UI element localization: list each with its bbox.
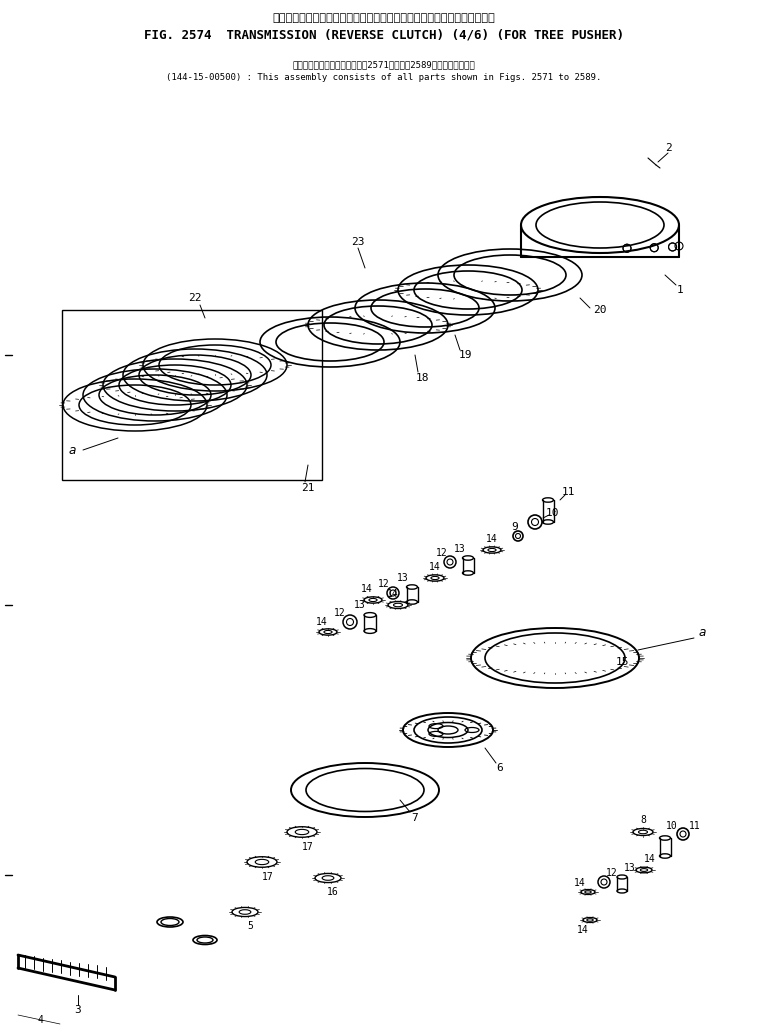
Text: 14: 14 — [387, 589, 399, 599]
Text: 22: 22 — [188, 293, 202, 303]
Text: FIG. 2574  TRANSMISSION (REVERSE CLUTCH) (4/6) (FOR TREE PUSHER): FIG. 2574 TRANSMISSION (REVERSE CLUTCH) … — [144, 29, 624, 41]
Text: 19: 19 — [458, 350, 472, 360]
Text: 14: 14 — [429, 562, 441, 572]
Text: トランスミッション　　後進　　クラッチ　　　　　　ツリープッシャ用: トランスミッション 後進 クラッチ ツリープッシャ用 — [273, 13, 495, 23]
Text: 14: 14 — [486, 534, 498, 544]
Text: 12: 12 — [378, 579, 390, 589]
Text: 10: 10 — [545, 508, 559, 518]
Text: 2: 2 — [664, 143, 671, 153]
Text: 7: 7 — [412, 813, 419, 823]
Text: a: a — [68, 443, 76, 457]
Text: 3: 3 — [74, 1005, 81, 1015]
Text: 14: 14 — [577, 925, 589, 935]
Text: 20: 20 — [593, 305, 607, 315]
Text: 10: 10 — [666, 821, 678, 831]
Text: 13: 13 — [354, 600, 366, 610]
Text: 5: 5 — [247, 921, 253, 931]
Text: 18: 18 — [415, 372, 429, 383]
Text: a: a — [698, 626, 706, 639]
Text: 12: 12 — [606, 868, 618, 878]
Bar — [62, 310, 322, 480]
Text: 8: 8 — [640, 815, 646, 825]
Text: 12: 12 — [436, 548, 448, 558]
Text: 14: 14 — [574, 878, 586, 888]
Text: 14: 14 — [644, 854, 656, 864]
Text: 11: 11 — [561, 487, 574, 497]
Text: 21: 21 — [301, 483, 315, 493]
Text: 9: 9 — [511, 522, 518, 532]
Text: 6: 6 — [497, 762, 503, 773]
Text: 14: 14 — [316, 617, 328, 627]
Text: 16: 16 — [327, 887, 339, 897]
Text: 13: 13 — [454, 544, 466, 554]
Text: (144-15-00500) : This assembly consists of all parts shown in Figs. 2571 to 2589: (144-15-00500) : This assembly consists … — [167, 73, 601, 82]
Text: 17: 17 — [262, 872, 274, 882]
Text: 1: 1 — [677, 285, 684, 295]
Text: 13: 13 — [624, 863, 636, 873]
Text: 11: 11 — [689, 821, 701, 831]
Text: 23: 23 — [351, 237, 365, 247]
Text: 17: 17 — [302, 842, 314, 852]
Text: 4: 4 — [37, 1015, 43, 1025]
Text: 12: 12 — [334, 608, 346, 618]
Text: 13: 13 — [397, 573, 409, 583]
Text: 14: 14 — [361, 584, 373, 594]
Text: 15: 15 — [615, 657, 629, 667]
Text: このアセンブリの構成部品は図2571図から図2589図まで含みます．: このアセンブリの構成部品は図2571図から図2589図まで含みます． — [293, 61, 475, 70]
